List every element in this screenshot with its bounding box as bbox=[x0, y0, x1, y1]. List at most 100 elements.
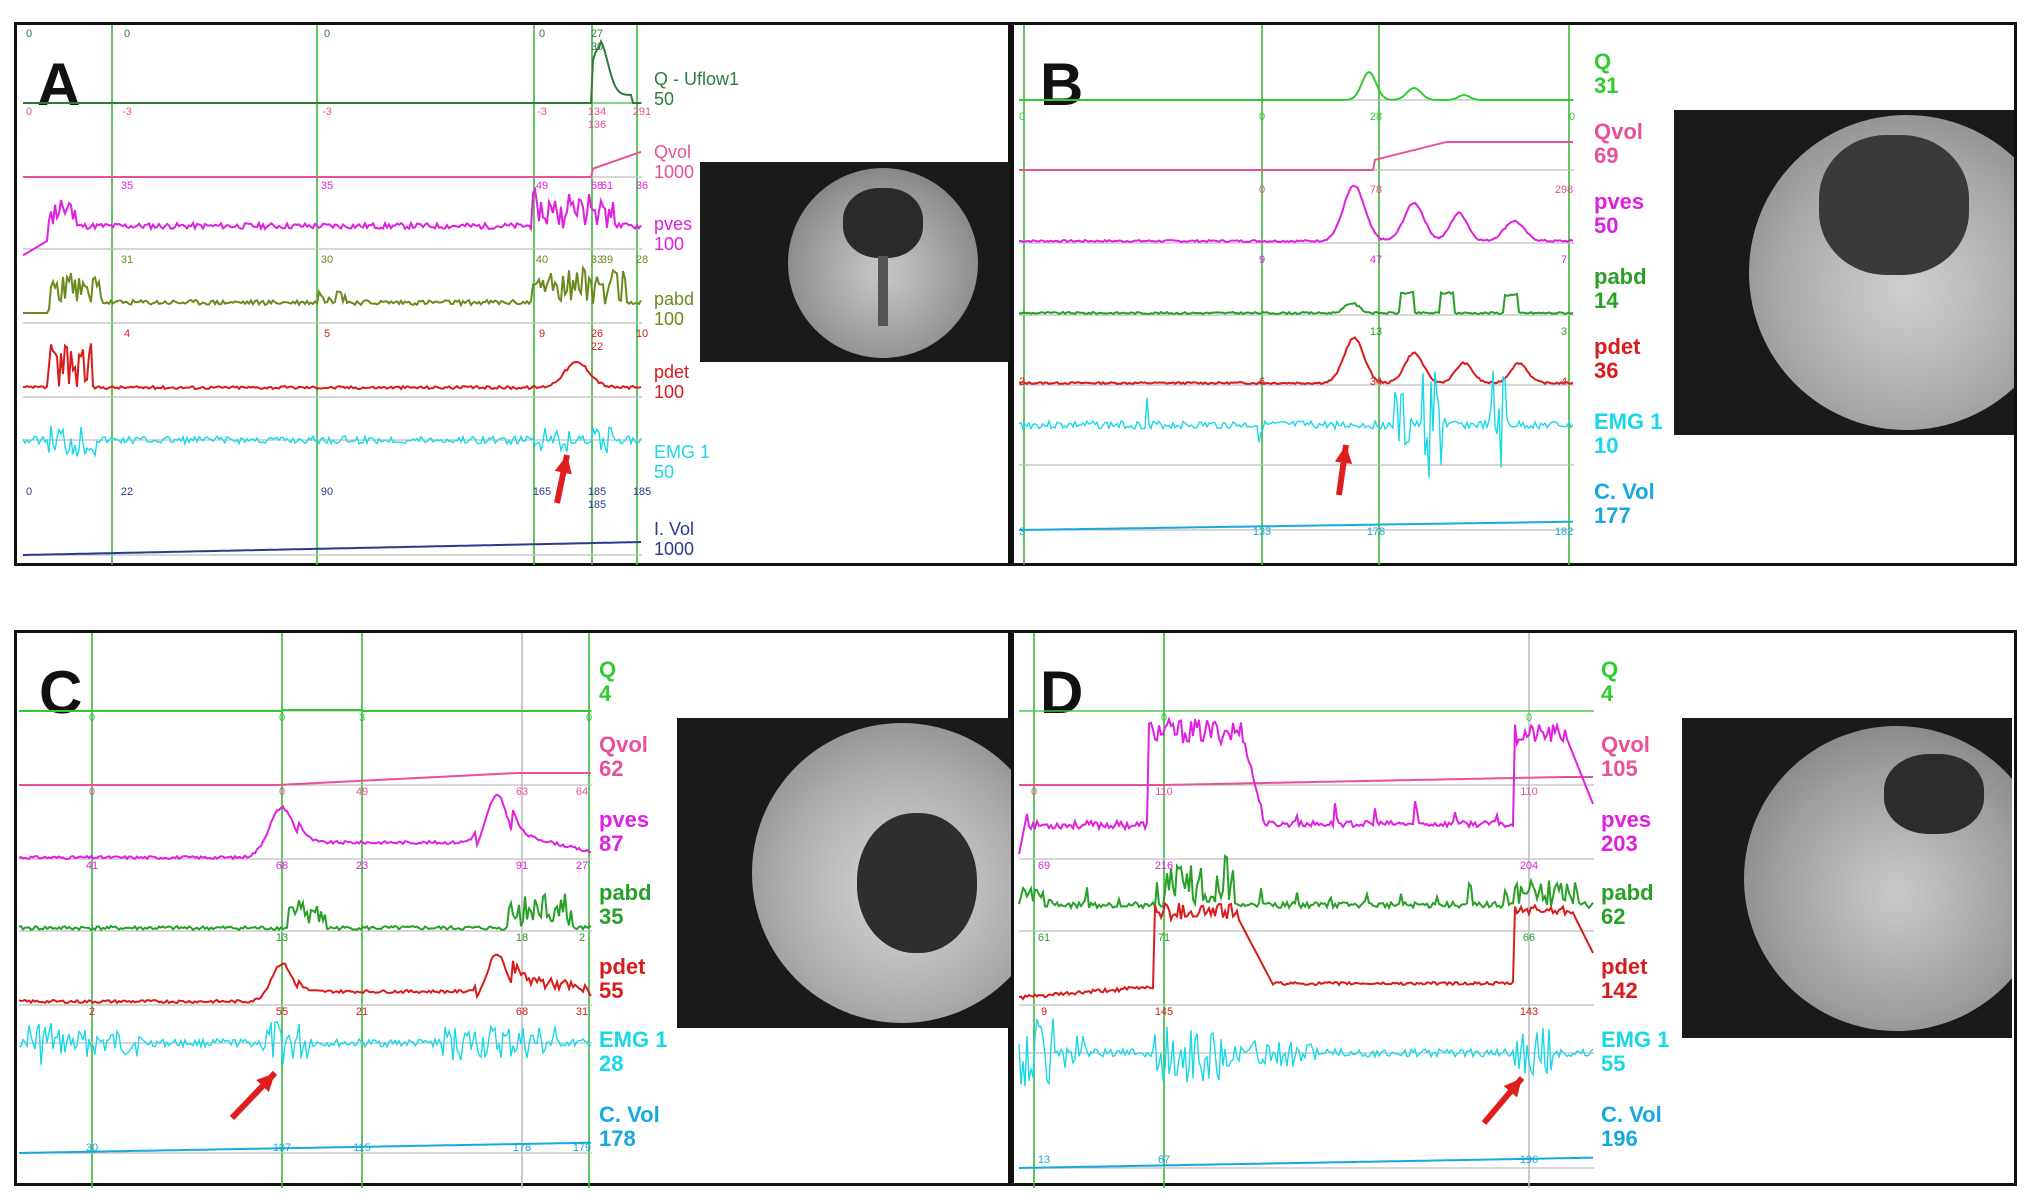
tick-label: 69 bbox=[1038, 860, 1050, 872]
pabd-trace bbox=[18, 892, 592, 932]
tick-label: 4 bbox=[124, 328, 130, 340]
tick-label: 107 bbox=[273, 1142, 291, 1154]
pdet-trace bbox=[22, 343, 642, 391]
channel-scale: 100 bbox=[654, 381, 685, 402]
fluoro-field bbox=[1749, 115, 2014, 430]
channel-scale: 100 bbox=[654, 308, 685, 329]
channel-label-pabd: pabd 100 bbox=[654, 289, 695, 330]
channel-name: Qvol bbox=[599, 732, 648, 757]
channel-label-pdet: pdet 55 bbox=[599, 954, 645, 1003]
q-trace bbox=[1019, 70, 1573, 101]
annotation-arrow-head bbox=[554, 455, 572, 475]
emg-trace bbox=[18, 1020, 592, 1065]
tick-label: 33 bbox=[591, 254, 603, 266]
annotation-arrow-head bbox=[1334, 445, 1353, 465]
tick-label: 0 bbox=[89, 786, 95, 798]
bladder-shadow bbox=[843, 188, 923, 258]
channel-label-pves: pves 50 bbox=[1594, 189, 1644, 239]
channel-scale: 178 bbox=[599, 1126, 636, 1152]
tick-label: 291 bbox=[633, 106, 651, 118]
channel-scale: 1000 bbox=[654, 538, 695, 559]
channel-name: I. Vol bbox=[654, 519, 695, 539]
channel-name: pves bbox=[599, 807, 650, 832]
tick-label: 165 bbox=[533, 486, 551, 498]
channel-scale: 62 bbox=[599, 756, 624, 782]
channel-name: EMG 1 bbox=[654, 442, 711, 462]
channel-scale: 10 bbox=[1594, 433, 1619, 459]
channel-scale: 50 bbox=[1594, 213, 1619, 239]
tick-label: 13 bbox=[1038, 1154, 1050, 1166]
channel-name: Q bbox=[599, 657, 617, 682]
pabd-trace bbox=[1018, 290, 1574, 316]
tick-label: 0 bbox=[124, 28, 130, 40]
q-trace bbox=[19, 709, 591, 712]
channel-name: Q bbox=[1594, 49, 1612, 74]
channel-scale: 100 bbox=[654, 233, 685, 254]
emg-trace bbox=[1018, 370, 1574, 478]
channel-scale: 62 bbox=[1601, 904, 1626, 930]
pdet-trace bbox=[1018, 336, 1574, 386]
channel-label-pabd: pabd 35 bbox=[599, 880, 652, 930]
tick-label: -3 bbox=[537, 106, 547, 118]
channel-scale: 35 bbox=[599, 904, 624, 930]
tick-label: 68 bbox=[516, 1006, 528, 1018]
channel-label-pves: pves 203 bbox=[1601, 807, 1651, 856]
panel-d: D 0 0 0 110 110 69 216 204 61 71 66 9 145 143 13 67 196 … bbox=[1011, 630, 2017, 1188]
tick-label: 35 bbox=[121, 180, 133, 192]
tick-label: 9 bbox=[539, 328, 545, 340]
pabd-trace bbox=[23, 264, 642, 314]
tick-label: 0 bbox=[1161, 712, 1167, 724]
tick-label: 61 bbox=[1038, 932, 1050, 944]
tick-label: 31 bbox=[576, 1006, 588, 1018]
tick-label: 0 bbox=[279, 712, 285, 724]
tick-label: 179 bbox=[573, 1142, 591, 1154]
pdet-trace bbox=[18, 953, 592, 1005]
tick-label: 185 bbox=[633, 486, 651, 498]
channel-label-emg-1: EMG 1 55 bbox=[1601, 1027, 1669, 1076]
channel-label-q-uflow1: Q - Uflow1 50 bbox=[654, 69, 740, 110]
qvol-trace bbox=[1019, 776, 1593, 786]
tick-label: 47 bbox=[1370, 254, 1382, 266]
channel-scale: 36 bbox=[1594, 358, 1619, 384]
tick-label: 7 bbox=[1561, 254, 1567, 266]
tick-label: 66 bbox=[1523, 932, 1535, 944]
tick-label: 3 bbox=[1019, 526, 1025, 538]
channel-name: Q - Uflow1 bbox=[654, 69, 740, 89]
tick-label: 2 bbox=[1019, 376, 1025, 388]
panel-a: A 0 0 0 0 27 30 0 -3 -3 -3 134 136 291 35 35 49 68 61 36 31… bbox=[14, 22, 1011, 566]
tick-label: 9 bbox=[1259, 254, 1265, 266]
channel-label-c-vol: C. Vol 196 bbox=[1601, 1102, 1662, 1151]
channel-name: pabd bbox=[654, 289, 695, 309]
channel-scale: 4 bbox=[1601, 681, 1614, 707]
channel-label-pdet: pdet 142 bbox=[1601, 954, 1647, 1003]
tick-label: 0 bbox=[1569, 111, 1575, 123]
tick-label: 13 bbox=[276, 932, 288, 944]
tick-label: 36 bbox=[636, 180, 648, 192]
channel-name: EMG 1 bbox=[1594, 409, 1663, 434]
channel-name: C. Vol bbox=[599, 1102, 660, 1127]
tick-label: 22 bbox=[121, 486, 133, 498]
tick-label: 178 bbox=[513, 1142, 531, 1154]
tick-label: 68 bbox=[276, 860, 288, 872]
urethra-shadow bbox=[878, 256, 888, 326]
channel-label-emg-1: EMG 1 50 bbox=[654, 442, 711, 483]
tick-label: 26 bbox=[591, 328, 603, 340]
channel-label-pabd: pabd 14 bbox=[1594, 264, 1647, 313]
tick-label: 67 bbox=[1158, 1154, 1170, 1166]
panel-b: B 0 0 28 0 0 78 298 9 47 7 13 3 2 6 34 4 3 133 178 182 Q 31 Q… bbox=[1011, 22, 2017, 566]
cvol-trace bbox=[19, 1141, 591, 1154]
tick-label: 0 bbox=[586, 712, 592, 724]
emg-trace bbox=[1018, 1017, 1594, 1087]
channel-scale: 177 bbox=[1594, 503, 1631, 529]
tick-label: 10 bbox=[636, 328, 648, 340]
tick-label: 178 bbox=[1367, 526, 1385, 538]
channel-name: pdet bbox=[654, 362, 690, 382]
panel-c-fluoroscopy-image bbox=[677, 718, 1012, 1028]
tick-label: 204 bbox=[1520, 860, 1538, 872]
channel-label-qvol: Qvol 1000 bbox=[654, 142, 694, 183]
tick-label: 49 bbox=[356, 786, 368, 798]
channel-scale: 50 bbox=[654, 461, 675, 482]
channel-name: pdet bbox=[1594, 334, 1641, 359]
tick-label: 40 bbox=[536, 254, 548, 266]
